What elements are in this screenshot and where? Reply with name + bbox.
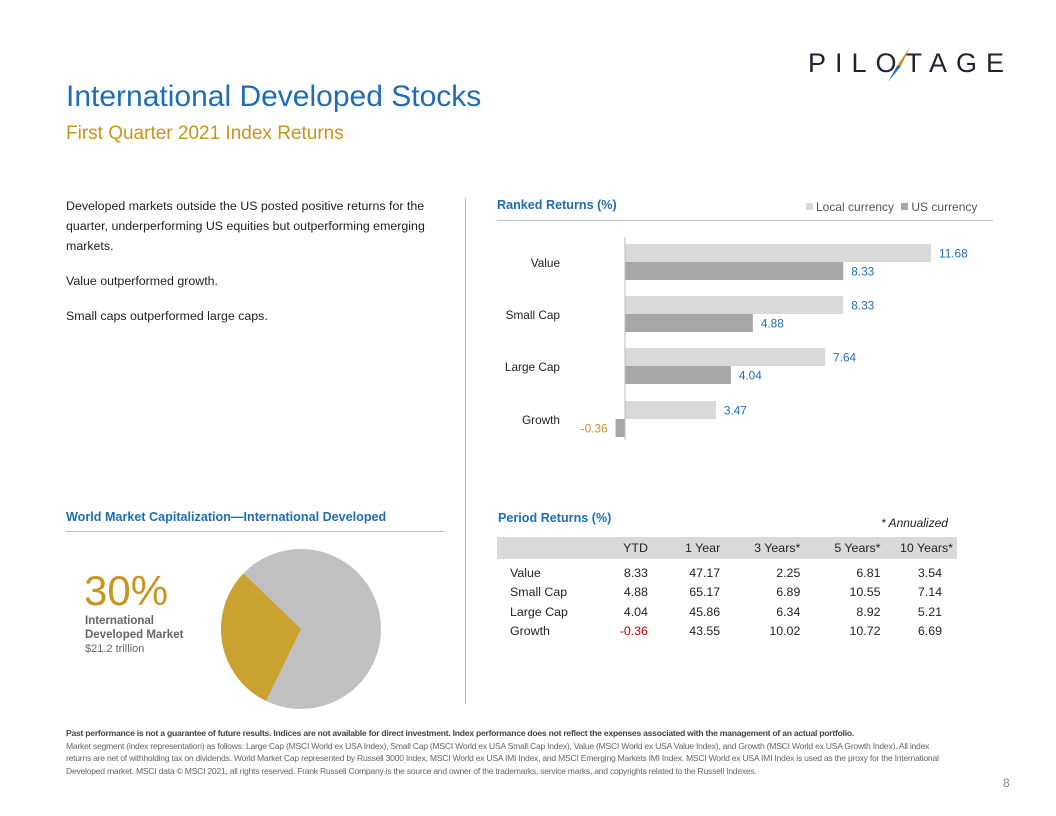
data-label: 11.68 [939,247,968,261]
cell: 45.86 [689,604,721,619]
row-label: Value [510,565,541,580]
cell: 6.89 [776,585,801,600]
vertical-divider [465,198,466,704]
row-label: Large Cap [510,604,568,619]
cell: 6.81 [856,565,881,580]
period-returns-table: YTD 1 Year 3 Years* 5 Years* 10 Years* V… [497,537,957,641]
pilotage-logo: PILOTAGE [808,44,1008,84]
cell: 43.55 [689,624,721,639]
column-header: 5 Years* [804,537,885,559]
table-row: Small Cap 4.88 65.17 6.89 10.55 7.14 [497,583,957,603]
bar-local [625,296,844,314]
commentary-paragraph: Developed markets outside the US posted … [66,199,425,253]
data-label: 3.47 [724,404,747,418]
data-label: 4.88 [761,317,784,331]
cell: 8.92 [856,604,881,619]
cell: 10.02 [769,624,801,639]
ranked-returns-bar-chart: Value 11.68 8.33 Small Cap 8.33 4.88 Large Cap… [505,237,968,440]
bar-us [615,419,625,437]
cell: 7.14 [917,585,942,600]
bar-local [625,348,826,366]
section-divider [497,220,993,221]
category-label: Growth [522,413,560,427]
commentary-paragraph: Value outperformed growth. [66,274,218,288]
commentary-paragraph: Small caps outperformed large caps. [66,309,268,323]
chart-legend: Local currency US currency [806,200,977,214]
cell: 4.04 [623,604,648,619]
market-cap-pie-chart [221,549,381,709]
column-header: 1 Year [651,537,725,559]
cell: 2.25 [776,565,801,580]
column-header [497,537,597,559]
cell: 10.55 [849,585,881,600]
legend-swatch-us [901,203,909,210]
legend-swatch-local [806,203,813,210]
bar-local [625,244,932,262]
category-label: Large Cap [505,360,561,374]
ranked-returns-title: Ranked Returns (%) [497,198,617,212]
column-header: 10 Years* [884,537,957,559]
commentary: Developed markets outside the US posted … [66,196,438,341]
cell: 5.21 [917,604,942,619]
annualized-note: * Annualized [881,516,948,530]
disclaimer-body: Market segment (index representation) as… [66,740,939,776]
disclaimer: Past performance is not a guarantee of f… [66,727,946,777]
table-row: Large Cap 4.04 45.86 6.34 8.92 5.21 [497,602,957,622]
data-label: 4.04 [739,369,762,383]
disclaimer-bold: Past performance is not a guarantee of f… [66,728,855,738]
row-label: Small Cap [510,585,568,600]
row-label: Growth [510,624,550,639]
cell: 3.54 [917,565,942,580]
table-row: Growth -0.36 43.55 10.02 10.72 6.69 [497,622,957,642]
legend-label-local: Local currency [816,200,895,214]
table-row: Value 8.33 47.17 2.25 6.81 3.54 [497,559,957,583]
market-value: $21.2 trillion [85,643,145,655]
period-returns-title: Period Returns (%) [498,511,612,525]
category-label: Small Cap [506,308,561,322]
cell: 6.34 [776,604,801,619]
bar-us [625,262,844,280]
data-label: -0.36 [581,422,608,436]
world-market-cap-title: World Market Capitalization—Internationa… [66,510,387,524]
page-number: 8 [1003,776,1010,790]
market-label: International Developed Market [85,615,184,641]
compass-needle-icon [888,47,910,82]
market-share-percent: 30% [84,567,169,614]
cell: 47.17 [689,565,721,580]
cell: 6.69 [917,624,942,639]
page-title: International Developed Stocks [66,80,482,113]
table-header-row: YTD 1 Year 3 Years* 5 Years* 10 Years* [497,537,957,559]
cell-negative: -0.36 [619,624,648,639]
bar-us [625,314,753,332]
cell: 8.33 [623,565,648,580]
section-divider [66,531,444,532]
legend-label-us: US currency [911,200,978,214]
column-header: YTD [597,537,652,559]
cell: 4.88 [623,585,648,600]
data-label: 8.33 [851,265,874,279]
page-subtitle: First Quarter 2021 Index Returns [66,123,344,144]
bar-local [625,401,716,419]
data-label: 7.64 [833,351,856,365]
cell: 65.17 [689,585,721,600]
category-label: Value [531,256,561,270]
bar-us [625,366,731,384]
column-header: 3 Years* [724,537,805,559]
pie-slice-intl-developed [221,573,301,701]
data-label: 8.33 [851,299,874,313]
cell: 10.72 [849,624,881,639]
